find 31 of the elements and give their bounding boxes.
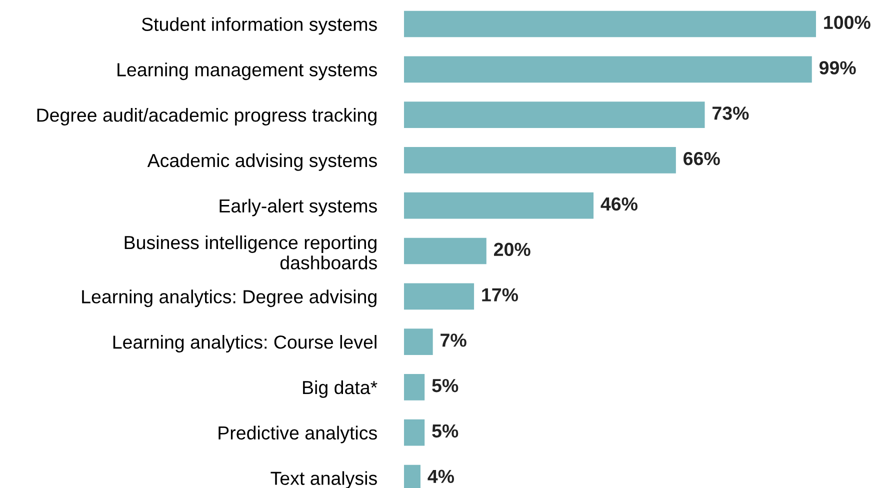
y-tick-label: Big data*	[303, 380, 378, 398]
bar	[404, 56, 812, 83]
y-tick-label: Degree audit/academic progress tracking	[37, 108, 376, 126]
data-label: 20%	[494, 242, 530, 256]
data-label: 100%	[824, 16, 870, 30]
data-label: 99%	[819, 61, 856, 74]
y-tick-label: Learning management systems	[118, 62, 377, 80]
bar	[404, 374, 425, 400]
bar	[404, 419, 425, 446]
y-tick-label: Predictive analytics	[218, 426, 377, 444]
data-label: 5%	[432, 379, 458, 392]
bar	[404, 238, 486, 264]
bar	[404, 283, 474, 310]
data-label: 4%	[428, 470, 454, 483]
data-label: 17%	[482, 288, 518, 302]
y-tick-label: Student information systems	[142, 17, 377, 35]
data-label: 66%	[684, 152, 720, 166]
bar	[404, 147, 676, 174]
data-label: 7%	[440, 334, 466, 347]
y-tick-label: Business intelligence reporting dashboards	[124, 235, 377, 270]
data-label: 73%	[712, 106, 749, 120]
y-tick-label: Academic advising systems	[147, 153, 377, 171]
bar	[404, 328, 433, 355]
bar	[404, 192, 594, 219]
y-tick-label: Early-alert systems	[220, 198, 377, 216]
y-tick-label: Learning analytics: Degree advising	[82, 290, 376, 308]
bar	[404, 10, 816, 38]
data-label: 46%	[600, 197, 638, 211]
bar	[404, 102, 705, 128]
data-label: 5%	[432, 424, 458, 438]
y-tick-label: Learning analytics: Course level	[113, 335, 376, 352]
